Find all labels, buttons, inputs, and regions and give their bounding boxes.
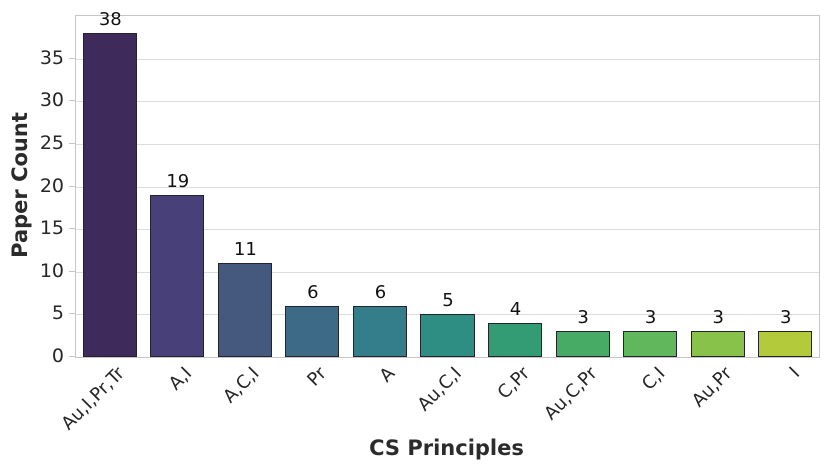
bar-value-label: 4	[509, 298, 522, 320]
bar-value-label: 6	[307, 281, 319, 303]
gridline-y-25	[76, 143, 819, 145]
gridline-y-15	[76, 229, 819, 231]
x-tick-label: Au,C,Pr	[540, 363, 602, 425]
y-tick-mark	[69, 228, 75, 230]
plot-area: 38 19 11 6 6 5 4 3 3 3 3	[75, 9, 820, 358]
bar-value-label: 3	[779, 307, 792, 329]
bar-Au,Pr	[690, 331, 745, 357]
bar-value-label: 5	[442, 290, 454, 312]
gridline-y-30	[76, 101, 819, 103]
y-tick-label: 25	[39, 131, 64, 154]
x-tick-label: A,C,I	[219, 363, 264, 408]
y-tick-label: 35	[39, 46, 64, 69]
bar-C,I	[623, 331, 678, 357]
bar-Au,C,Pr	[555, 331, 610, 357]
y-tick-label: 10	[39, 259, 64, 282]
y-tick-mark	[69, 313, 75, 315]
x-tick-label: Au,I,Pr,Tr	[57, 363, 129, 435]
y-tick-label: 30	[39, 89, 64, 112]
y-tick-mark	[69, 356, 75, 357]
y-tick-mark	[69, 270, 75, 272]
bar-value-label: 3	[644, 307, 657, 329]
bar-A,C,I	[217, 263, 272, 357]
bar-A,I	[150, 195, 205, 357]
bar-I	[758, 331, 813, 357]
y-tick-label: 20	[39, 174, 64, 197]
bar-value-label: 3	[577, 307, 589, 329]
x-tick-label: C,Pr	[493, 363, 534, 404]
bar-value-label: 19	[166, 171, 190, 193]
x-tick-label: A	[375, 363, 399, 387]
y-tick-mark	[69, 57, 75, 59]
bar-value-label: 38	[98, 9, 122, 31]
x-tick-label: Pr	[303, 363, 332, 391]
x-tick-label: Au,Pr	[688, 363, 737, 412]
bar-Au,C,I	[420, 314, 475, 357]
bar-value-label: 3	[712, 307, 724, 329]
x-tick-label: A,I	[164, 363, 197, 395]
y-tick-label: 15	[39, 217, 64, 240]
gridline-y-20	[76, 186, 819, 188]
y-tick-mark	[69, 185, 75, 187]
bar-Pr	[285, 305, 340, 357]
y-tick-label: 5	[51, 302, 64, 325]
bar-Au,I,Pr,Tr	[82, 33, 137, 357]
x-tick-label: C,I	[637, 363, 669, 395]
bar-C,Pr	[488, 322, 543, 357]
bar-A	[352, 305, 407, 357]
y-tick-mark	[69, 100, 75, 102]
gridline-y-10	[76, 271, 819, 273]
x-tick-label: I	[785, 363, 805, 382]
bar-value-label: 6	[374, 281, 387, 303]
gridline-y-35	[76, 58, 819, 60]
x-tick-label: Au,C,I	[413, 363, 467, 416]
y-tick-mark	[69, 142, 75, 144]
x-axis-label: CS Principles	[369, 436, 524, 460]
y-tick-label: 0	[51, 345, 64, 367]
bar-value-label: 11	[233, 239, 257, 261]
